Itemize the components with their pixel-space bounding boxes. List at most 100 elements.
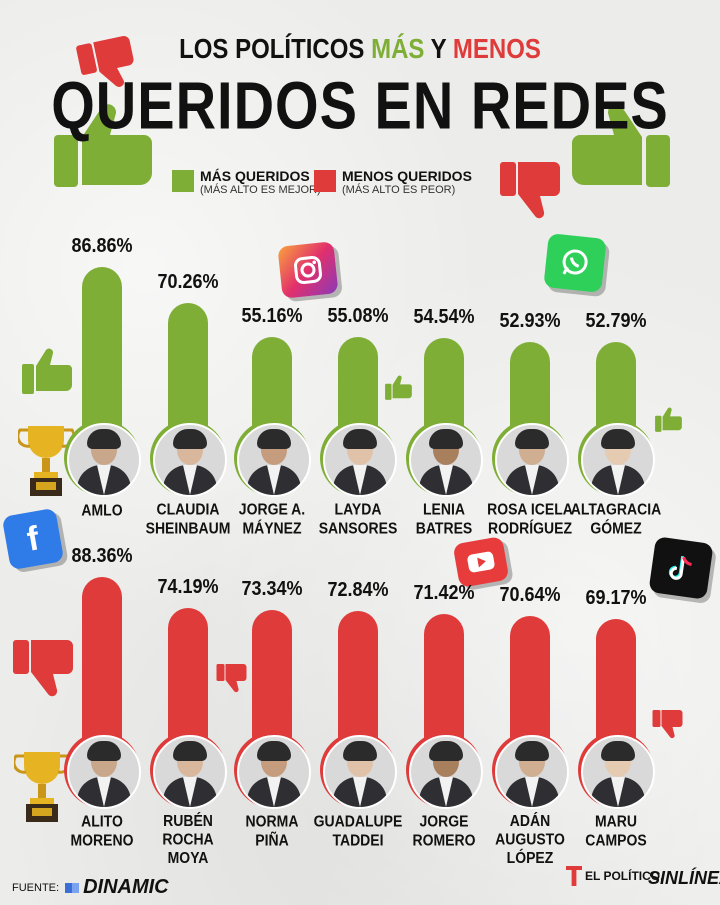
avatar [581, 735, 655, 809]
name-line: SANSORES [318, 519, 398, 537]
politician-name: JORGE A. MÁYNEZ [217, 500, 327, 537]
name-line: MOYA [167, 848, 209, 867]
thumbs-down-icon [13, 640, 73, 697]
name-line: RODRÍGUEZ [488, 519, 572, 537]
legend-swatch-red [314, 170, 336, 192]
avatar [323, 423, 397, 497]
value-label: 70.64% [499, 582, 561, 606]
whatsapp-icon [543, 233, 607, 293]
politician-name: LENIA BATRES [389, 500, 499, 537]
thumbs-down-icon [216, 664, 247, 693]
value-label: 70.26% [157, 269, 219, 293]
politician-name: AMLO [47, 501, 157, 520]
name-line: JORGE [419, 812, 469, 830]
legend-label: MENOS QUERIDOS [342, 168, 472, 184]
name-line: ROCHA [162, 830, 214, 848]
value-label: 86.86% [71, 233, 133, 257]
source-label: FUENTE: [12, 881, 60, 894]
politician-name: NORMA PIÑA [217, 812, 327, 849]
name-line: MÁYNEZ [242, 519, 302, 537]
thumbs-down-icon [652, 710, 683, 739]
value-label: 88.36% [71, 543, 133, 567]
el-politico-mark-icon [566, 866, 582, 886]
name-line: ROSA ICELA [487, 500, 573, 518]
name-line: LAYDA [334, 500, 382, 518]
name-line: MARU [595, 812, 637, 830]
name-line: BATRES [415, 519, 473, 537]
thumbs-up-icon [572, 104, 670, 187]
name-line: GUADALUPE [313, 812, 403, 830]
legend-note: (MÁS ALTO ES MEJOR) [200, 184, 321, 196]
politician-name: MARU CAMPOS [561, 812, 671, 849]
value-label: 72.84% [327, 577, 389, 601]
politician-name: ROSA ICELA RODRÍGUEZ [475, 500, 585, 537]
legend-label: MÁS QUERIDOS [200, 168, 310, 184]
avatar [323, 735, 397, 809]
name-line: AMLO [81, 501, 123, 519]
avatar [409, 423, 483, 497]
thumbs-up-icon [385, 375, 412, 400]
politician-name: GUADALUPE TADDEI [303, 812, 413, 849]
value-label: 52.93% [499, 307, 561, 331]
value-label: 69.17% [585, 585, 647, 609]
name-line: GÓMEZ [590, 519, 642, 537]
name-line: LENIA [423, 500, 465, 518]
legend-swatch-green [172, 170, 194, 192]
avatar [495, 735, 569, 809]
sinlinea-logo: SINLÍNEA [648, 868, 720, 888]
tiktok-icon [648, 536, 714, 600]
value-label: 54.54% [413, 304, 475, 328]
thumbs-up-icon [655, 407, 682, 432]
avatar [67, 735, 141, 809]
legend-mas-queridos: MÁS QUERIDOS (MÁS ALTO ES MEJOR) [172, 168, 321, 196]
trophy-icon [18, 426, 74, 496]
chart-subtitle: LOS POLÍTICOS MÁS Y MENOS [179, 33, 541, 65]
name-line: LÓPEZ [506, 848, 554, 867]
avatar [237, 423, 311, 497]
avatar [153, 423, 227, 497]
value-label: 55.16% [241, 303, 303, 327]
instagram-icon [277, 241, 339, 299]
avatar [153, 735, 227, 809]
name-line: JORGE A. [238, 500, 306, 518]
legend-note: (MÁS ALTO ES PEOR) [342, 184, 456, 196]
dinamic-logo-icon [65, 882, 80, 893]
name-line: MORENO [70, 831, 134, 849]
politician-name: ALTAGRACIA GÓMEZ [561, 500, 671, 537]
politician-name: LAYDA SANSORES [303, 500, 413, 537]
source-credit: FUENTE: DINAMIC [12, 876, 169, 899]
name-line: AUGUSTO [495, 830, 565, 848]
thumbs-down-icon [76, 36, 134, 87]
avatar [237, 735, 311, 809]
name-line: ROMERO [412, 831, 476, 849]
value-label: 74.19% [157, 574, 219, 598]
politician-name: ADÁN AUGUSTO LÓPEZ [475, 811, 585, 867]
legend-menos-queridos: MENOS QUERIDOS (MÁS ALTO ES PEOR) [314, 168, 472, 196]
name-line: CAMPOS [585, 831, 647, 849]
thumbs-up-icon [22, 348, 72, 394]
name-line: PIÑA [255, 831, 289, 849]
name-line: RUBÉN [163, 811, 213, 830]
value-label: 73.34% [241, 576, 303, 600]
politician-name: CLAUDIA SHEINBAUM [133, 500, 243, 537]
name-line: CLAUDIA [156, 500, 220, 518]
politician-name: RUBÉN ROCHA MOYA [133, 811, 243, 867]
name-line: SHEINBAUM [145, 519, 231, 537]
chart-title: QUERIDOS EN REDES [51, 67, 669, 143]
youtube-icon [452, 535, 510, 589]
avatar [409, 735, 483, 809]
name-line: ALITO [81, 812, 123, 830]
name-line: NORMA [245, 812, 299, 830]
name-line: ALTAGRACIA [570, 500, 662, 518]
value-label: 55.08% [327, 303, 389, 327]
source-brand: DINAMIC [83, 876, 169, 898]
trophy-icon [14, 752, 70, 822]
el-politico-logo: EL POLÍTICO. [566, 866, 663, 886]
el-politico-text: EL POLÍTICO. [585, 869, 664, 883]
value-label: 52.79% [585, 308, 647, 332]
value-label: 71.42% [413, 580, 475, 604]
thumbs-up-icon [54, 104, 152, 187]
politician-name: ALITO MORENO [47, 812, 157, 849]
avatar [67, 423, 141, 497]
avatar [495, 423, 569, 497]
